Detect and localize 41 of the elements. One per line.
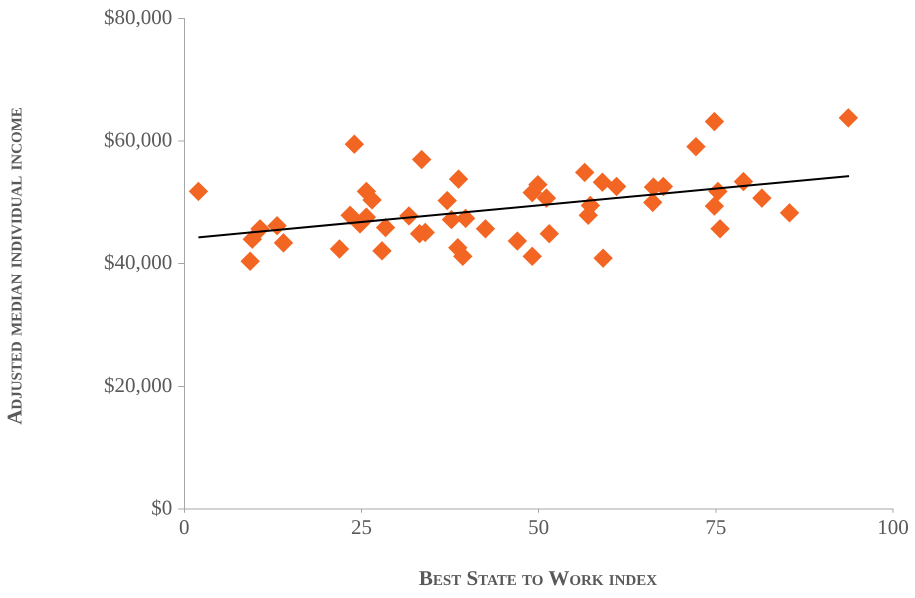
point [242, 230, 262, 249]
point [188, 182, 208, 201]
point [522, 246, 542, 266]
x-tick-label: 100 [877, 514, 909, 539]
point [592, 172, 612, 192]
point [575, 162, 594, 182]
x-tick-label: 75 [705, 514, 726, 539]
point [704, 112, 724, 132]
point [838, 108, 858, 128]
point [372, 241, 392, 260]
y-tick-label: $20,000 [104, 372, 172, 397]
point [780, 203, 800, 222]
point [344, 134, 364, 154]
y-tick-label: $60,000 [104, 128, 172, 152]
point [686, 137, 706, 156]
x-tick-label: 50 [528, 514, 550, 539]
y-tick-label: $80,000 [104, 5, 172, 30]
point [456, 208, 476, 228]
point [704, 196, 724, 216]
point [438, 191, 457, 210]
y-tick-label: $0 [151, 495, 172, 520]
point [594, 248, 613, 268]
point [240, 252, 260, 271]
point [340, 206, 360, 225]
point [508, 232, 527, 251]
x-axis-title: Best State to Work index [418, 566, 658, 591]
point [607, 176, 626, 196]
y-axis-title: Adjusted median individual income [2, 107, 28, 425]
point [476, 219, 495, 238]
point [449, 170, 468, 189]
point [536, 188, 556, 208]
point [376, 218, 396, 238]
x-tick-label: 0 [179, 514, 190, 539]
x-tick-label: 25 [350, 514, 372, 539]
point [274, 233, 293, 252]
point [752, 188, 772, 208]
point [540, 224, 559, 244]
point [710, 219, 730, 238]
point [330, 239, 349, 258]
point [412, 150, 432, 170]
y-tick-label: $40,000 [104, 250, 172, 274]
